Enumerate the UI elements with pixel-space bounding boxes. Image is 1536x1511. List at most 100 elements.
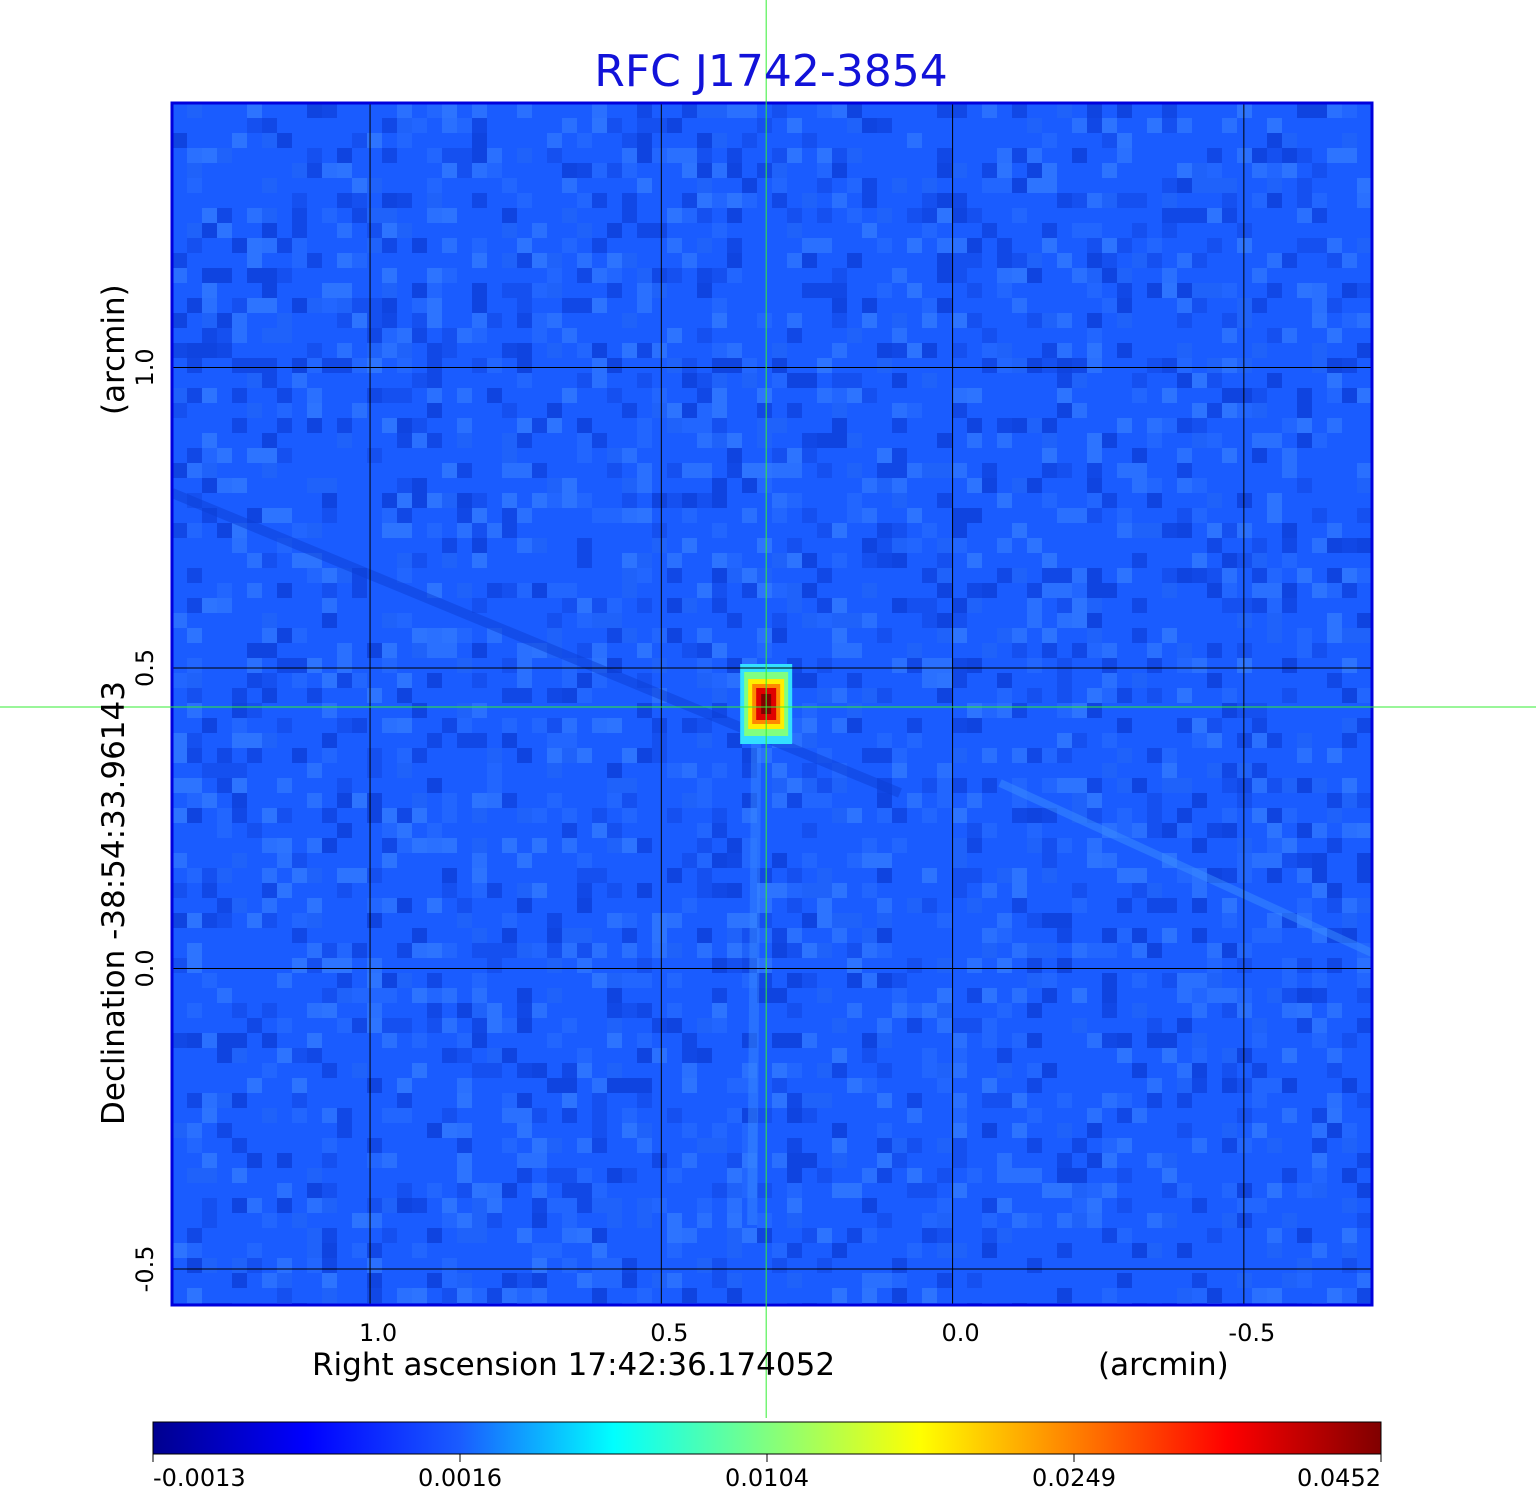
noise-pixel [397, 748, 412, 763]
noise-pixel [502, 583, 517, 598]
noise-pixel [457, 163, 472, 178]
noise-pixel [1177, 1258, 1192, 1273]
noise-pixel [892, 478, 907, 493]
noise-pixel [232, 208, 247, 223]
noise-pixel [772, 1243, 787, 1258]
noise-pixel [217, 1273, 232, 1288]
noise-pixel [442, 838, 457, 853]
noise-pixel [1057, 1288, 1072, 1303]
noise-pixel [202, 598, 217, 613]
noise-pixel [502, 208, 517, 223]
noise-pixel [1207, 1288, 1222, 1303]
noise-pixel [1042, 868, 1057, 883]
noise-pixel [502, 1153, 517, 1168]
noise-pixel [1327, 793, 1342, 808]
noise-pixel [532, 1138, 547, 1153]
noise-pixel [847, 913, 862, 928]
noise-pixel [952, 1093, 967, 1108]
noise-pixel [817, 913, 832, 928]
noise-pixel [862, 613, 877, 628]
noise-pixel [457, 238, 472, 253]
noise-pixel [1102, 1033, 1117, 1048]
noise-pixel [712, 163, 727, 178]
noise-pixel [592, 1078, 607, 1093]
noise-pixel [1147, 658, 1162, 673]
noise-pixel [307, 1048, 322, 1063]
noise-pixel [712, 643, 727, 658]
noise-pixel [1162, 1228, 1177, 1243]
noise-pixel [847, 1183, 862, 1198]
noise-pixel [1117, 283, 1132, 298]
noise-pixel [457, 1033, 472, 1048]
noise-pixel [1222, 1048, 1237, 1063]
noise-pixel [562, 388, 577, 403]
noise-pixel [607, 118, 622, 133]
noise-pixel [862, 388, 877, 403]
noise-pixel [1282, 1048, 1297, 1063]
noise-pixel [682, 1123, 697, 1138]
noise-pixel [1162, 928, 1177, 943]
noise-pixel [997, 358, 1012, 373]
noise-pixel [712, 493, 727, 508]
noise-pixel [847, 943, 862, 958]
noise-pixel [697, 478, 712, 493]
noise-pixel [532, 1183, 547, 1198]
noise-pixel [1192, 1033, 1207, 1048]
noise-pixel [217, 1213, 232, 1228]
noise-pixel [772, 493, 787, 508]
noise-pixel [1342, 718, 1357, 733]
noise-pixel [1057, 508, 1072, 523]
noise-pixel [982, 223, 997, 238]
noise-pixel [1267, 118, 1282, 133]
noise-pixel [907, 1243, 922, 1258]
noise-pixel [682, 598, 697, 613]
noise-pixel [1027, 1003, 1042, 1018]
noise-pixel [637, 283, 652, 298]
noise-pixel [472, 553, 487, 568]
noise-pixel [667, 328, 682, 343]
noise-pixel [502, 1243, 517, 1258]
noise-pixel [1357, 973, 1372, 988]
noise-pixel [487, 1258, 502, 1273]
noise-pixel [817, 973, 832, 988]
noise-pixel [697, 208, 712, 223]
noise-pixel [517, 583, 532, 598]
noise-pixel [922, 658, 937, 673]
noise-pixel [757, 898, 772, 913]
noise-pixel [982, 973, 997, 988]
noise-pixel [547, 253, 562, 268]
noise-pixel [967, 1018, 982, 1033]
noise-pixel [1162, 163, 1177, 178]
noise-pixel [232, 688, 247, 703]
noise-pixel [1357, 463, 1372, 478]
noise-pixel [697, 283, 712, 298]
noise-pixel [562, 1108, 577, 1123]
noise-pixel [382, 493, 397, 508]
noise-pixel [397, 508, 412, 523]
noise-pixel [862, 268, 877, 283]
noise-pixel [1162, 178, 1177, 193]
noise-pixel [472, 133, 487, 148]
noise-pixel [667, 1108, 682, 1123]
noise-pixel [967, 1273, 982, 1288]
noise-pixel [337, 418, 352, 433]
noise-pixel [577, 643, 592, 658]
noise-pixel [712, 763, 727, 778]
noise-pixel [1102, 583, 1117, 598]
noise-pixel [562, 238, 577, 253]
noise-pixel [937, 793, 952, 808]
noise-pixel [562, 208, 577, 223]
noise-pixel [1237, 1183, 1252, 1198]
noise-pixel [577, 883, 592, 898]
noise-pixel [1087, 313, 1102, 328]
noise-pixel [1222, 1123, 1237, 1138]
noise-pixel [322, 1258, 337, 1273]
noise-pixel [922, 598, 937, 613]
noise-pixel [442, 448, 457, 463]
noise-pixel [802, 703, 817, 718]
noise-pixel [1072, 328, 1087, 343]
noise-pixel [382, 313, 397, 328]
noise-pixel [1117, 808, 1132, 823]
noise-pixel [232, 313, 247, 328]
noise-pixel [547, 853, 562, 868]
